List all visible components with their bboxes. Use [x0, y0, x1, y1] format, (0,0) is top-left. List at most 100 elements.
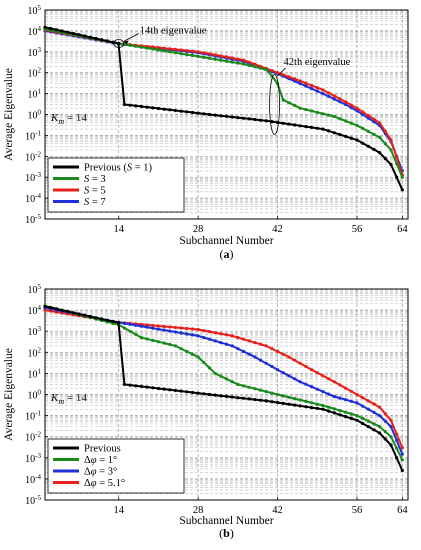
data-point: [395, 438, 399, 442]
data-point: [338, 133, 342, 137]
series-markers--3-: [43, 306, 404, 456]
y-tick-label: 10-1: [25, 410, 41, 423]
data-point: [156, 340, 160, 344]
data-point: [366, 425, 370, 429]
y-tick-label: 103: [28, 325, 42, 338]
data-point: [230, 334, 234, 338]
data-point: [366, 407, 370, 411]
data-point: [378, 135, 382, 139]
x-tick-label: 42: [272, 505, 283, 516]
legend-label: S = 7: [84, 197, 106, 208]
data-point: [338, 117, 342, 121]
data-point: [372, 132, 376, 136]
data-point: [395, 155, 399, 159]
data-point: [94, 316, 98, 320]
y-tick-label: 102: [28, 346, 42, 359]
data-point: [304, 81, 308, 85]
data-point: [355, 418, 359, 422]
data-point: [219, 374, 223, 378]
data-point: [168, 50, 172, 54]
data-point: [327, 409, 331, 413]
data-point: [270, 120, 274, 124]
data-point: [253, 65, 257, 69]
data-point: [400, 175, 404, 179]
data-point: [332, 94, 336, 98]
data-point: [122, 382, 126, 386]
data-point: [281, 73, 285, 77]
legend-label: Δφ = 5.1°: [84, 478, 125, 489]
data-point: [258, 66, 263, 70]
data-point: [128, 383, 132, 387]
data-point: [275, 349, 280, 354]
legend-label: S = 5: [84, 186, 106, 197]
data-point: [145, 105, 149, 109]
series-line--3-: [44, 306, 404, 455]
data-point: [389, 443, 393, 447]
y-tick-label: 100: [28, 109, 42, 122]
series-markers-previous-s-1-: [43, 25, 404, 192]
data-point: [372, 402, 376, 406]
data-point: [145, 323, 149, 327]
data-point: [236, 382, 240, 386]
data-point: [253, 341, 257, 345]
data-point: [270, 364, 274, 369]
data-point: [236, 61, 240, 65]
data-point: [139, 45, 143, 49]
data-point: [66, 309, 70, 313]
data-point: [332, 114, 336, 119]
data-point: [327, 91, 331, 95]
data-point: [145, 385, 149, 389]
data-point: [344, 415, 348, 419]
data-point: [287, 395, 291, 399]
data-point: [344, 410, 348, 414]
data-point: [293, 103, 297, 107]
y-axis-label: Average Eigenvalue: [3, 348, 15, 441]
km-annotation: Km = 14: [50, 112, 87, 126]
data-point: [230, 395, 234, 399]
series-markers-s-7: [43, 29, 404, 173]
data-point: [196, 327, 200, 332]
data-point: [207, 392, 212, 397]
data-point: [327, 94, 331, 98]
y-tick-label: 10-2: [25, 150, 41, 163]
data-point: [315, 402, 319, 406]
data-point: [389, 425, 393, 429]
data-point: [71, 311, 75, 315]
data-point: [185, 49, 189, 53]
data-point: [281, 371, 285, 375]
data-point: [383, 412, 387, 416]
data-point: [304, 382, 308, 386]
y-tick-label: 10-5: [25, 213, 41, 226]
data-point: [338, 413, 342, 417]
data-point: [88, 314, 92, 319]
x-tick-label: 14: [113, 505, 124, 516]
data-point: [293, 377, 297, 381]
data-point: [241, 116, 246, 120]
data-point: [258, 358, 263, 362]
data-point: [253, 355, 257, 359]
data-point: [60, 308, 64, 312]
x-tick-label: 64: [397, 505, 408, 516]
data-point: [383, 142, 387, 146]
data-point: [304, 364, 308, 369]
data-point: [224, 342, 229, 346]
data-point: [315, 406, 319, 410]
data-point: [224, 114, 229, 118]
data-point: [258, 388, 263, 392]
data-point: [366, 116, 370, 120]
data-point: [117, 41, 121, 46]
data-point: [310, 401, 314, 405]
data-point: [338, 97, 342, 101]
data-point: [315, 387, 319, 391]
data-point: [117, 321, 121, 325]
data-point: [151, 386, 155, 390]
data-point: [389, 418, 393, 422]
data-point: [162, 341, 166, 345]
data-point: [71, 31, 75, 36]
data-point: [395, 175, 399, 179]
data-point: [378, 405, 382, 409]
data-point: [298, 124, 302, 128]
data-point: [224, 377, 229, 381]
y-tick-label: 101: [28, 367, 42, 380]
